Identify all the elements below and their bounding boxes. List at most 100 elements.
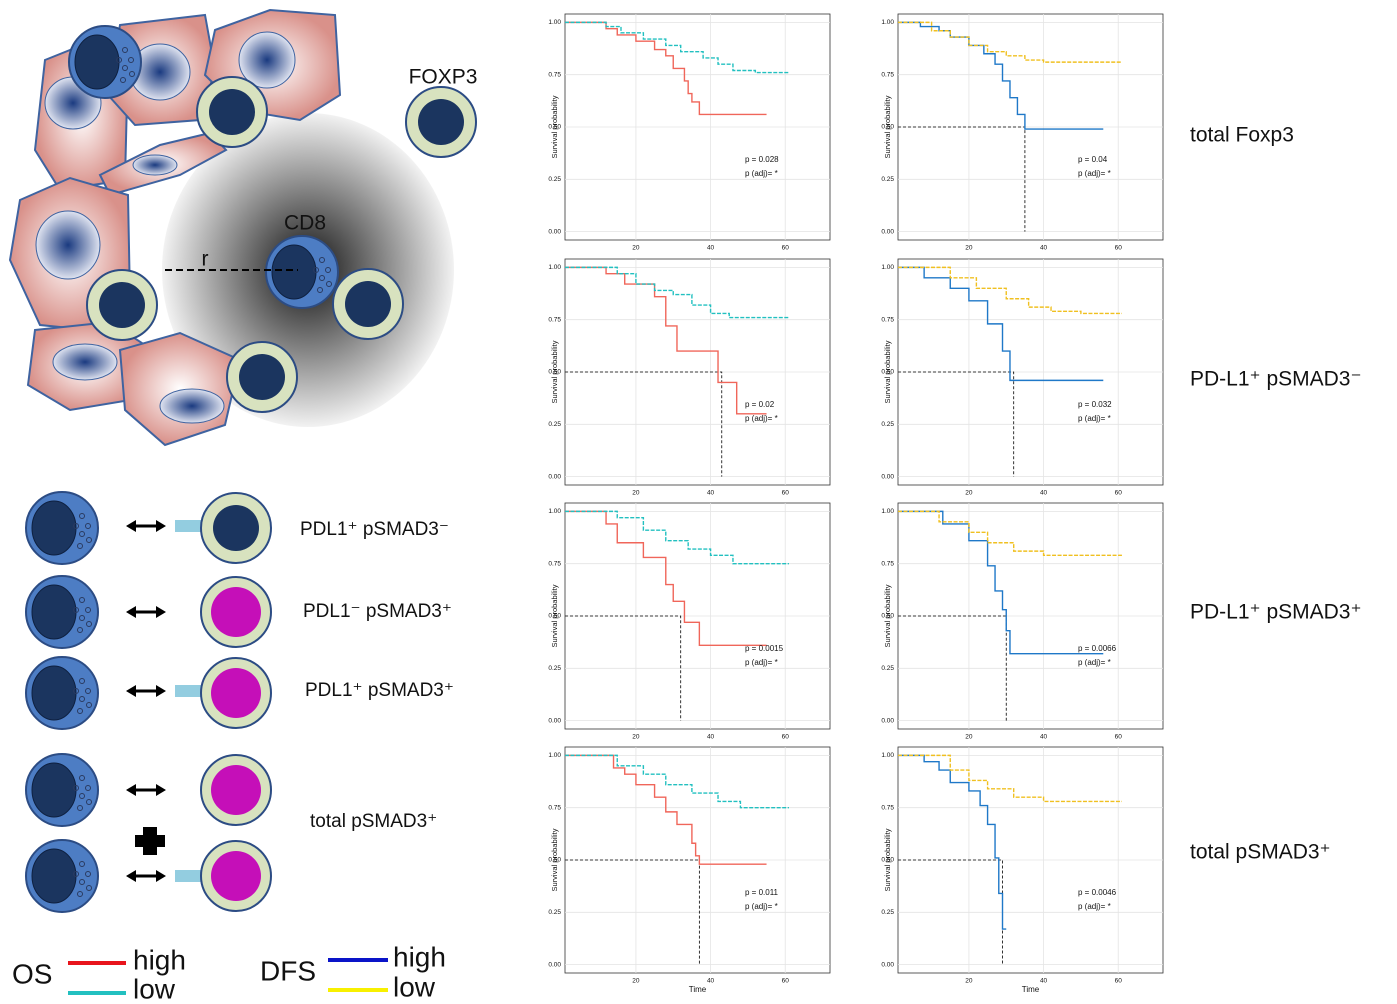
p-value: p = 0.0015: [745, 644, 784, 653]
y-tick-label: 0.00: [881, 961, 894, 968]
p-value: p = 0.0066: [1078, 644, 1117, 653]
row-label: total pSMAD3⁺: [1190, 841, 1331, 864]
legend-low: low: [133, 973, 176, 1004]
treg-cell: [201, 755, 271, 825]
p-adjusted: p (adj)= *: [745, 902, 778, 911]
treg-cell: [406, 87, 476, 157]
y-tick-label: 1.00: [548, 508, 561, 515]
treg-cell: [201, 577, 271, 647]
y-tick-label: 0.00: [881, 717, 894, 724]
p-value: p = 0.028: [745, 155, 779, 164]
x-tick-label: 20: [965, 245, 973, 252]
foxp3-label: FOXP3: [409, 66, 478, 89]
y-axis-label: Survival probability: [883, 340, 892, 403]
y-tick-label: 0.25: [881, 176, 894, 183]
y-axis-label: Survival probability: [883, 95, 892, 158]
combo-label: PDL1⁺ pSMAD3⁻: [300, 519, 449, 540]
treg-cell: [201, 658, 271, 728]
figure: FOXP3 CD8 r PDL1⁺ pSMAD3⁻ PDL1⁻ pSMAD3⁺ …: [0, 0, 1397, 1004]
y-tick-label: 0.75: [548, 560, 561, 567]
x-tick-label: 60: [782, 490, 790, 497]
cd8-cell: [26, 492, 98, 564]
x-tick-label: 60: [1115, 978, 1123, 985]
treg-cell: [227, 342, 297, 412]
treg-cell: [87, 270, 157, 340]
y-tick-label: 0.75: [881, 560, 894, 567]
y-tick-label: 1.00: [548, 264, 561, 271]
x-tick-label: 20: [965, 734, 973, 741]
y-tick-label: 0.00: [548, 228, 561, 235]
y-tick-label: 0.25: [548, 665, 561, 672]
legend-low: low: [393, 971, 436, 1002]
y-axis-label: Survival probability: [550, 828, 559, 891]
x-tick-label: 40: [1040, 978, 1048, 985]
x-tick-label: 20: [632, 978, 640, 985]
treg-cell: [201, 493, 271, 563]
p-adjusted: p (adj)= *: [1078, 658, 1111, 667]
treg-cell: [197, 77, 267, 147]
y-tick-label: 1.00: [548, 19, 561, 26]
row-label: PD-L1⁺ pSMAD3⁺: [1190, 601, 1362, 624]
x-tick-label: 60: [782, 978, 790, 985]
x-tick-label: 40: [707, 734, 715, 741]
y-tick-label: 0.00: [548, 961, 561, 968]
y-tick-label: 0.25: [881, 909, 894, 916]
y-tick-label: 1.00: [881, 264, 894, 271]
x-tick-label: 60: [1115, 245, 1123, 252]
p-adjusted: p (adj)= *: [745, 658, 778, 667]
y-tick-label: 0.25: [548, 909, 561, 916]
y-tick-label: 0.25: [548, 176, 561, 183]
treg-cell: [333, 269, 403, 339]
y-axis-label: Survival probability: [550, 584, 559, 647]
y-tick-label: 1.00: [881, 19, 894, 26]
x-tick-label: 60: [1115, 734, 1123, 741]
cd8-label: CD8: [284, 212, 326, 235]
x-tick-label: 20: [965, 978, 973, 985]
row-label: total Foxp3: [1190, 124, 1294, 147]
p-value: p = 0.04: [1078, 155, 1108, 164]
y-tick-label: 0.75: [881, 804, 894, 811]
p-value: p = 0.011: [745, 888, 779, 897]
x-tick-label: 40: [707, 490, 715, 497]
legend-high: high: [133, 944, 186, 975]
cd8-cell: [266, 236, 338, 308]
x-axis-label: Time: [689, 985, 707, 994]
y-tick-label: 0.00: [881, 473, 894, 480]
x-tick-label: 40: [707, 978, 715, 985]
x-tick-label: 40: [707, 245, 715, 252]
plus: [135, 827, 165, 855]
x-tick-label: 40: [1040, 734, 1048, 741]
p-value: p = 0.0046: [1078, 888, 1117, 897]
combo-label: PDL1⁻ pSMAD3⁺: [303, 601, 452, 622]
p-value: p = 0.032: [1078, 400, 1112, 409]
row-label: PD-L1⁺ pSMAD3⁻: [1190, 368, 1362, 391]
x-tick-label: 20: [965, 490, 973, 497]
y-tick-label: 0.75: [548, 71, 561, 78]
treg-cell: [201, 841, 271, 911]
y-tick-label: 0.00: [548, 717, 561, 724]
y-tick-label: 0.75: [881, 71, 894, 78]
y-tick-label: 1.00: [548, 752, 561, 759]
y-axis-label: Survival probability: [550, 340, 559, 403]
combo-label: total pSMAD3⁺: [310, 811, 437, 832]
y-tick-label: 0.25: [548, 421, 561, 428]
p-adjusted: p (adj)= *: [745, 414, 778, 423]
y-tick-label: 1.00: [881, 508, 894, 515]
x-tick-label: 60: [1115, 490, 1123, 497]
y-tick-label: 0.25: [881, 421, 894, 428]
y-axis-label: Survival probability: [550, 95, 559, 158]
y-axis-label: Survival probability: [883, 828, 892, 891]
legend-dfs: DFS: [260, 955, 316, 986]
y-tick-label: 0.25: [881, 665, 894, 672]
legend-high: high: [393, 941, 446, 972]
x-tick-label: 20: [632, 734, 640, 741]
cd8-cell: [69, 26, 141, 98]
y-tick-label: 0.75: [548, 316, 561, 323]
